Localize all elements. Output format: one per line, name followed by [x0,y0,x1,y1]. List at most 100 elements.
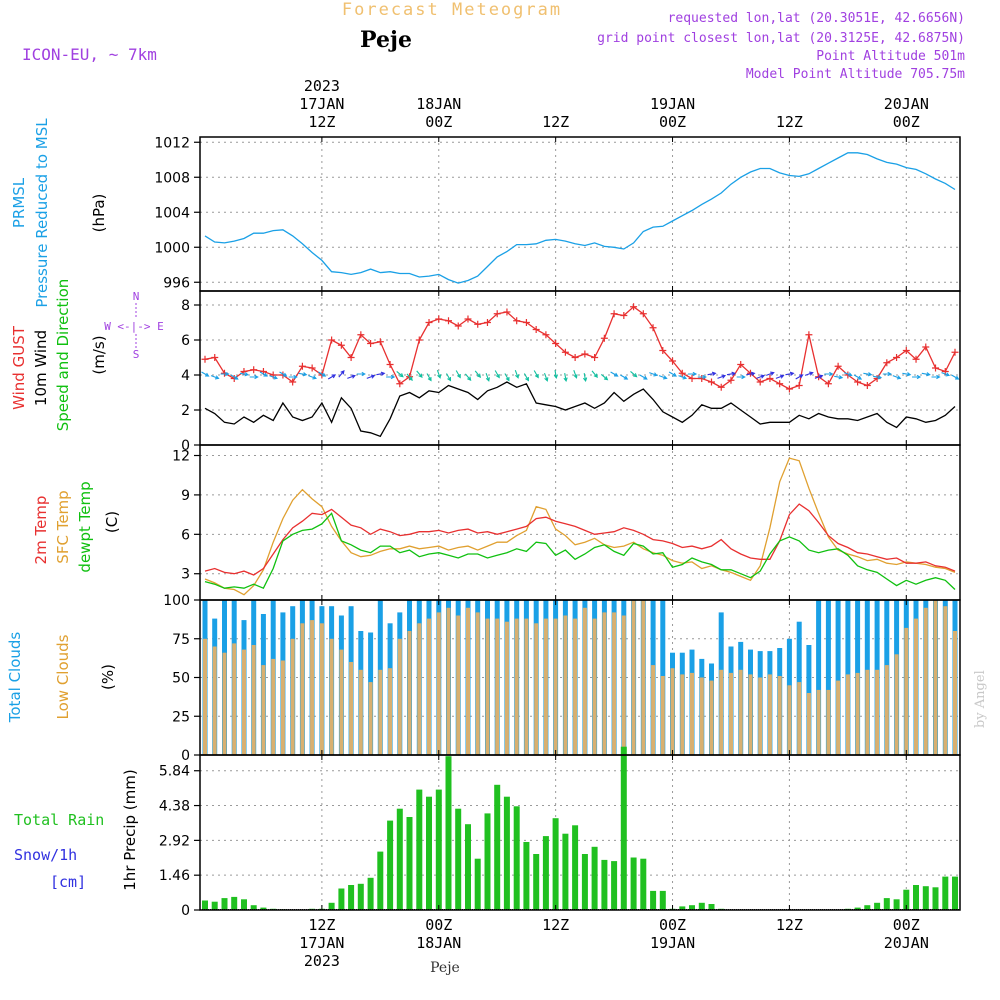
wind-gust-marker [863,382,871,389]
precip-bar [864,905,871,910]
precip-bar [523,842,530,910]
wind-direction-arrow [239,372,250,377]
requested-coords: requested lon,lat (20.3051E, 42.6656N) [668,11,965,26]
y-tick-label: 4.38 [159,799,190,815]
low-cloud-bar [719,669,724,756]
precip-bar [260,907,267,910]
y-tick-label: 8 [181,298,190,314]
x-time-label-bottom: 12Z [542,916,569,934]
chart-title: Forecast Meteogram [342,0,562,20]
wind-direction-arrow [717,374,727,379]
wind-direction-arrow [630,370,638,378]
low-cloud-bar [767,674,772,755]
wind-gust-marker [727,376,735,384]
precip-bar [445,756,452,910]
dewpt-temp-line [204,512,956,590]
wind-direction-arrow [356,371,366,377]
wind-direction-arrow [785,371,795,376]
low-cloud-bar [923,607,928,756]
x-time-label-top: 19JAN [650,95,695,113]
x-time-label-top: 18JAN [416,95,461,113]
wind-direction-arrow [376,371,386,376]
y-tick-label: 1008 [154,170,190,186]
x-time-label-bottom: 18JAN [416,934,461,952]
compass-we: W <-|-> E [104,320,164,333]
precip-bar [903,889,910,910]
low-cloud-bar [251,645,256,755]
grid-layer [200,137,960,910]
wind-gust-marker [454,322,462,330]
wind-gust-marker [756,378,764,386]
low-cloud-bar [310,620,315,755]
wind-gust-marker [639,310,647,318]
wind-direction-arrow [756,374,766,379]
wind-direction-arrow [366,374,376,379]
wind-direction-arrow [658,375,668,380]
wind-direction-arrow [766,371,775,376]
low-cloud-bar [358,669,363,756]
precip-bar [211,901,218,910]
wind-gust-marker [610,310,618,318]
wind-gust-marker [298,362,306,370]
wind-gust-marker [425,319,433,326]
low-cloud-bar [699,677,704,755]
precip-bar [893,899,900,910]
wind-gust-marker [669,357,677,365]
wind-direction-arrow [688,371,698,377]
wind-gust-marker [893,354,901,361]
panel-frame [199,136,961,292]
wind-gust-marker [649,324,657,332]
y-tick-label: 1012 [154,135,190,151]
low-cloud-bar [690,672,694,755]
wind-speed-line [204,381,956,438]
low-cloud-bar [339,649,344,755]
low-cloud-bar [427,618,431,755]
low-cloud-bar [495,618,500,755]
wind-direction-arrow [668,371,677,377]
precip-bar [874,902,881,910]
precip-bar [640,858,647,910]
precip-bar [357,883,364,910]
wind-gust-marker [532,326,540,333]
wind-gust-marker [561,348,569,356]
wind-gust-marker [522,319,530,326]
wind-gust-marker [707,378,715,386]
low-cloud-bar [280,660,285,755]
wind-gust-marker [717,383,725,391]
wind-direction-arrow [533,370,539,379]
clouds-unit: (%) [99,664,117,690]
low-cloud-bar [349,662,354,755]
precip-bar [552,818,559,910]
low-cloud-bar [456,615,461,755]
total-cloud-bar [835,600,841,755]
precip-bar [581,854,588,910]
precip-bar [484,813,491,910]
wind-gust-marker [824,380,832,388]
low-cloud-bar [485,618,490,755]
wind-direction-arrow [873,375,883,380]
wind-gust-marker [445,317,453,325]
low-cloud-bar [582,607,587,756]
wind-gust-marker [630,303,638,311]
wind-direction-arrow [921,372,931,377]
low-cloud-bar [777,676,782,755]
wind-direction-arrow [600,373,609,381]
y-tick-label: 2.92 [159,833,190,849]
low-cloud-bar [612,612,617,755]
x-time-label-top: 00Z [893,113,920,131]
wind-direction-arrow [474,370,482,378]
wind-direction-arrow [649,372,658,377]
low-cloud-bar [563,615,568,755]
panel-frame [199,444,961,601]
x-time-label-bottom: 00Z [425,916,452,934]
precip-bar [942,876,949,910]
low-cloud-bar [573,618,578,755]
low-cloud-bar [865,669,870,756]
precip-bar [689,905,695,910]
low-cloud-bar [436,612,441,755]
sfc-temp-line [204,457,956,596]
wind-unit: (m/s) [90,335,108,374]
y-tick-label: 5.84 [159,764,190,780]
y-tick-label: 4 [181,368,190,384]
precip-bar [513,806,520,910]
